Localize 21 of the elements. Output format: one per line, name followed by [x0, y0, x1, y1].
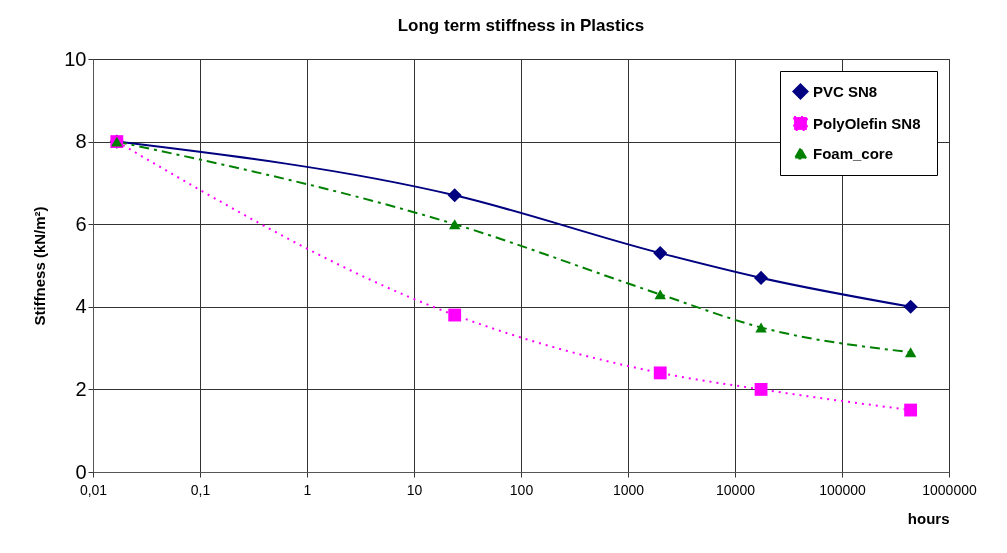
legend-label: PVC SN8 [813, 82, 878, 100]
y-tick-label: 4 [75, 295, 87, 318]
y-tick-label: 6 [75, 212, 87, 235]
x-tick-label: 10 [406, 481, 423, 498]
x-tick-label: 1000 [612, 481, 645, 498]
y-tick-label: 0 [75, 460, 87, 483]
y-tick-label: 8 [75, 130, 87, 153]
x-axis-title: hours [907, 509, 950, 527]
x-tick-label: 1000000 [922, 481, 977, 498]
chart-title: Long term stiffness in Plastics [397, 16, 645, 35]
x-tick-label: 100 [509, 481, 534, 498]
legend-label: Foam_core [813, 144, 894, 162]
x-tick-label: 1 [303, 481, 312, 498]
legend-label: PolyOlefin SN8 [813, 114, 921, 132]
x-tick-label: 10000 [716, 481, 756, 498]
x-tick-label: 0,01 [79, 481, 108, 498]
y-axis-title: Stiffness (kN/m²) [31, 206, 49, 326]
x-tick-label: 0,1 [190, 481, 211, 498]
y-tick-label: 2 [75, 377, 87, 400]
y-tick-label: 10 [64, 47, 87, 70]
x-tick-label: 100000 [819, 481, 867, 498]
